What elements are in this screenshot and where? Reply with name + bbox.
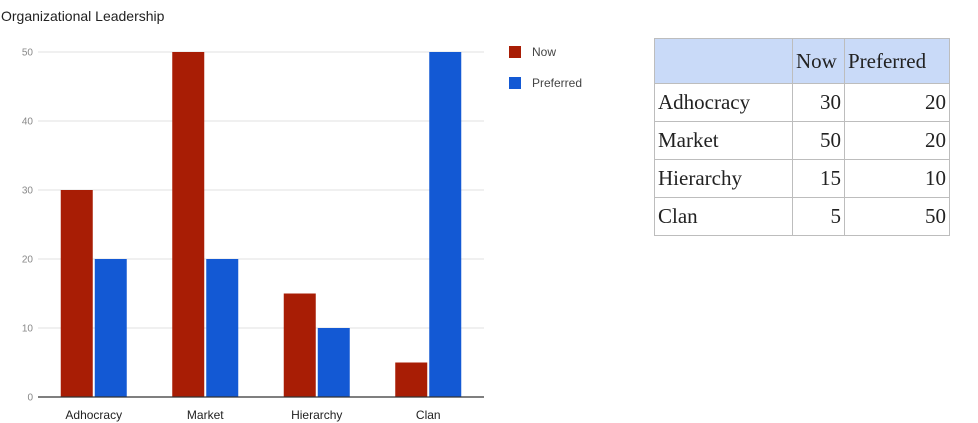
y-tick-label: 50 — [22, 48, 34, 59]
axes: 0 10 20 30 40 50 Adhocracy Market Hierarchy Clan — [22, 48, 484, 422]
table-row: Market 50 20 — [655, 122, 950, 160]
y-tick-label: 0 — [27, 393, 33, 404]
table-header-row: Now Preferred — [655, 39, 950, 84]
legend-label: Now — [532, 45, 556, 59]
table-header-cell: Preferred — [845, 39, 950, 84]
table-row: Clan 5 50 — [655, 198, 950, 236]
table-cell-category: Clan — [655, 198, 793, 236]
data-table: Now Preferred Adhocracy 30 20 Market 50 … — [654, 38, 950, 236]
y-tick-label: 40 — [22, 117, 34, 128]
x-tick-label: Market — [187, 408, 224, 422]
bar-preferred — [429, 52, 462, 397]
table-cell-preferred: 20 — [845, 122, 950, 160]
chart-title: Organizational Leadership — [1, 8, 165, 24]
legend-swatch — [509, 77, 521, 89]
bar-now — [395, 362, 428, 397]
bar-preferred — [94, 259, 127, 397]
bars — [60, 52, 462, 397]
table-cell-preferred: 50 — [845, 198, 950, 236]
table-header-cell: Now — [793, 39, 845, 84]
legend: Now Preferred — [509, 45, 582, 90]
bar-preferred — [206, 259, 239, 397]
bar-now — [60, 190, 93, 397]
table-cell-now: 5 — [793, 198, 845, 236]
table-cell-category: Hierarchy — [655, 160, 793, 198]
x-tick-label: Clan — [416, 408, 441, 422]
table-cell-category: Market — [655, 122, 793, 160]
table-row: Hierarchy 15 10 — [655, 160, 950, 198]
table-cell-preferred: 10 — [845, 160, 950, 198]
table-cell-now: 50 — [793, 122, 845, 160]
bar-now — [172, 52, 205, 397]
legend-label: Preferred — [532, 76, 582, 90]
table-cell-now: 15 — [793, 160, 845, 198]
y-tick-label: 30 — [22, 186, 34, 197]
y-tick-label: 10 — [22, 324, 34, 335]
table-cell-now: 30 — [793, 84, 845, 122]
table-cell-preferred: 20 — [845, 84, 950, 122]
x-tick-label: Adhocracy — [65, 408, 122, 422]
table-cell-category: Adhocracy — [655, 84, 793, 122]
y-tick-label: 20 — [22, 255, 34, 266]
table-header-cell — [655, 39, 793, 84]
bar-chart: Organizational Leadership 0 10 20 30 40 50 Adh… — [1, 8, 582, 422]
table-row: Adhocracy 30 20 — [655, 84, 950, 122]
bar-preferred — [317, 328, 350, 397]
x-tick-label: Hierarchy — [291, 408, 342, 422]
legend-swatch — [509, 46, 521, 58]
bar-now — [283, 293, 316, 397]
